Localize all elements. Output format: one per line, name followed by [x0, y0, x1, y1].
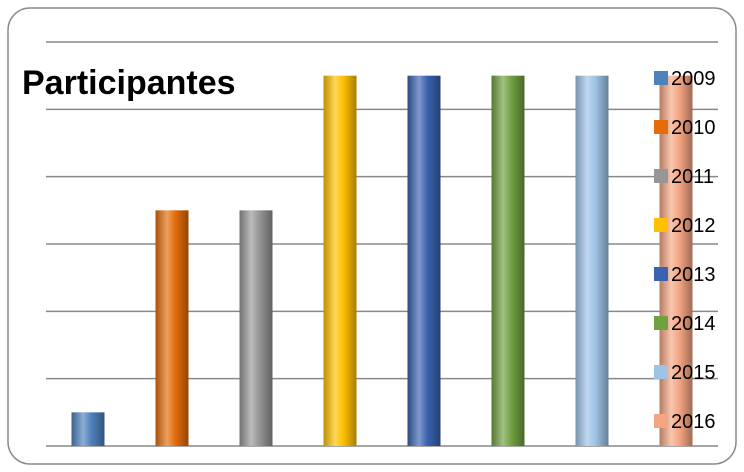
bar-2013	[407, 75, 441, 447]
legend-swatch-2014	[654, 316, 668, 330]
legend-label-2010: 2010	[671, 117, 716, 139]
legend-swatch-2016	[654, 414, 668, 428]
legend-label-2014: 2014	[671, 313, 716, 335]
bar-2014	[491, 75, 525, 447]
legend-label-2016: 2016	[671, 411, 716, 433]
legend-label-2015: 2015	[671, 362, 716, 384]
chart-title: Participantes	[22, 64, 236, 102]
bar-2009	[71, 412, 105, 446]
legend-label-2012: 2012	[671, 215, 716, 237]
legend-swatch-2012	[654, 218, 668, 232]
legend-label-2009: 2009	[671, 68, 716, 90]
bars	[71, 75, 693, 447]
legend-swatch-2010	[654, 120, 668, 134]
legend-swatch-2013	[654, 267, 668, 281]
legend-label-2011: 2011	[671, 166, 714, 188]
bar-2015	[575, 75, 609, 447]
chart-border	[7, 7, 737, 465]
bar-2011	[239, 210, 273, 446]
legend-swatch-2009	[654, 71, 668, 85]
bar-2012	[323, 75, 357, 447]
legend-swatch-2015	[654, 365, 668, 379]
bar-2010	[155, 210, 189, 446]
legend: 2009 2010 2011 2012 2013 2014 2015 2016	[654, 68, 716, 433]
legend-swatch-2011	[654, 169, 668, 183]
bar-2016	[659, 75, 693, 447]
legend-label-2013: 2013	[671, 264, 716, 286]
